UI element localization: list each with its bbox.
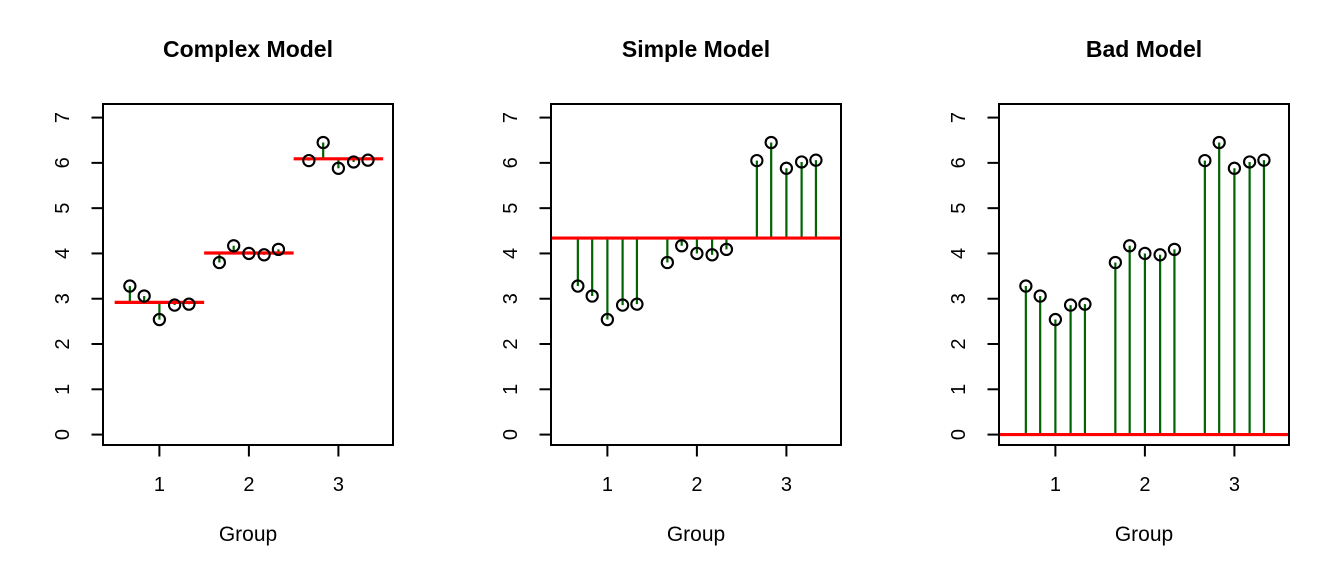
- y-tick-label: 5: [948, 203, 970, 214]
- panel-title: Simple Model: [621, 36, 771, 62]
- data-point: [227, 239, 241, 253]
- data-point: [600, 312, 615, 327]
- data-point: [1198, 153, 1212, 168]
- data-point: [1123, 239, 1137, 253]
- x-tick-label: 3: [333, 474, 344, 496]
- data-point: [794, 155, 809, 169]
- y-tick-label: 4: [948, 248, 970, 259]
- x-tick-label: 2: [1139, 474, 1150, 496]
- x-tick-label: 3: [781, 474, 792, 496]
- data-point: [719, 242, 734, 257]
- data-point: [1242, 155, 1257, 169]
- data-point: [1108, 255, 1123, 270]
- y-tick-label: 0: [52, 429, 74, 440]
- data-point: [331, 161, 346, 175]
- y-tick-label: 0: [500, 429, 522, 440]
- y-tick-label: 3: [52, 293, 74, 304]
- data-point: [316, 135, 330, 150]
- x-axis-label: Group: [1114, 523, 1174, 546]
- y-tick-label: 2: [948, 338, 970, 349]
- panel-title: Complex Model: [163, 36, 333, 62]
- x-axis-label: Group: [666, 523, 726, 546]
- panel-bad-model: Bad Model 0 1 2 3 4 5 6 7 1 2 3 Group: [896, 0, 1344, 576]
- data-point: [630, 297, 644, 311]
- data-point: [242, 246, 256, 261]
- data-point: [123, 279, 137, 293]
- x-tick-label: 3: [1229, 474, 1240, 496]
- y-tick-label: 6: [948, 157, 970, 168]
- data-point: [212, 255, 227, 270]
- y-tick-label: 4: [500, 248, 522, 259]
- y-tick-label: 4: [52, 248, 74, 259]
- data-point: [1227, 161, 1242, 175]
- data-point: [571, 279, 585, 293]
- data-point: [1212, 135, 1226, 150]
- data-point: [690, 246, 704, 261]
- x-tick-label: 2: [243, 474, 254, 496]
- y-tick-label: 6: [500, 157, 522, 168]
- y-tick-label: 7: [948, 112, 970, 123]
- x-tick-label: 1: [602, 474, 613, 496]
- y-tick-label: 2: [52, 338, 74, 349]
- x-tick-label: 1: [1050, 474, 1061, 496]
- data-point: [705, 248, 719, 262]
- data-point: [675, 239, 689, 253]
- plot-frame: [998, 103, 1290, 446]
- y-tick-label: 1: [52, 384, 74, 395]
- data-point: [750, 153, 764, 168]
- plot-bad-model: 0 1 2 3 4 5 6 7 1 2 3: [948, 103, 1290, 496]
- y-tick-label: 0: [948, 429, 970, 440]
- data-point: [1257, 153, 1271, 167]
- y-tick-label: 5: [52, 203, 74, 214]
- data-point: [1019, 279, 1033, 293]
- data-point: [1048, 312, 1063, 327]
- data-point: [182, 297, 196, 311]
- y-tick-label: 2: [500, 338, 522, 349]
- data-point: [167, 298, 182, 312]
- y-tick-label: 6: [52, 157, 74, 168]
- y-tick-label: 7: [500, 112, 522, 123]
- plot-frame: [102, 103, 394, 446]
- y-tick-label: 3: [948, 293, 970, 304]
- data-point: [137, 289, 151, 303]
- data-point: [361, 153, 375, 167]
- x-tick-label: 2: [691, 474, 702, 496]
- data-point: [615, 298, 630, 312]
- data-point: [1153, 248, 1167, 262]
- plot-frame: [550, 103, 842, 446]
- data-point: [1063, 298, 1078, 312]
- data-point: [1138, 246, 1152, 261]
- plot-complex-model: 0 1 2 3 4 5 6 7 1 2 3: [52, 103, 394, 496]
- data-point: [764, 135, 778, 150]
- y-tick-label: 7: [52, 112, 74, 123]
- data-point: [779, 161, 794, 175]
- data-point: [1078, 297, 1092, 311]
- panel-complex-model: Complex Model 0 1 2 3 4 5 6 7 1 2 3 Group: [0, 0, 448, 576]
- data-point: [1033, 289, 1047, 303]
- data-point: [1167, 242, 1182, 257]
- data-point: [660, 255, 675, 270]
- panel-title: Bad Model: [1085, 36, 1203, 62]
- panel-simple-model: Simple Model 0 1 2 3 4 5 6 7 1 2 3 Group: [448, 0, 896, 576]
- data-point: [346, 155, 361, 169]
- y-tick-label: 5: [500, 203, 522, 214]
- y-tick-label: 1: [500, 384, 522, 395]
- data-point: [809, 153, 823, 167]
- data-point: [585, 289, 599, 303]
- x-axis-label: Group: [218, 523, 278, 546]
- data-point: [257, 248, 271, 262]
- data-point: [271, 242, 286, 257]
- y-tick-label: 1: [948, 384, 970, 395]
- data-point: [302, 153, 316, 168]
- data-point: [152, 312, 167, 327]
- plot-simple-model: 0 1 2 3 4 5 6 7 1 2 3: [500, 103, 842, 496]
- x-tick-label: 1: [154, 474, 165, 496]
- y-tick-label: 3: [500, 293, 522, 304]
